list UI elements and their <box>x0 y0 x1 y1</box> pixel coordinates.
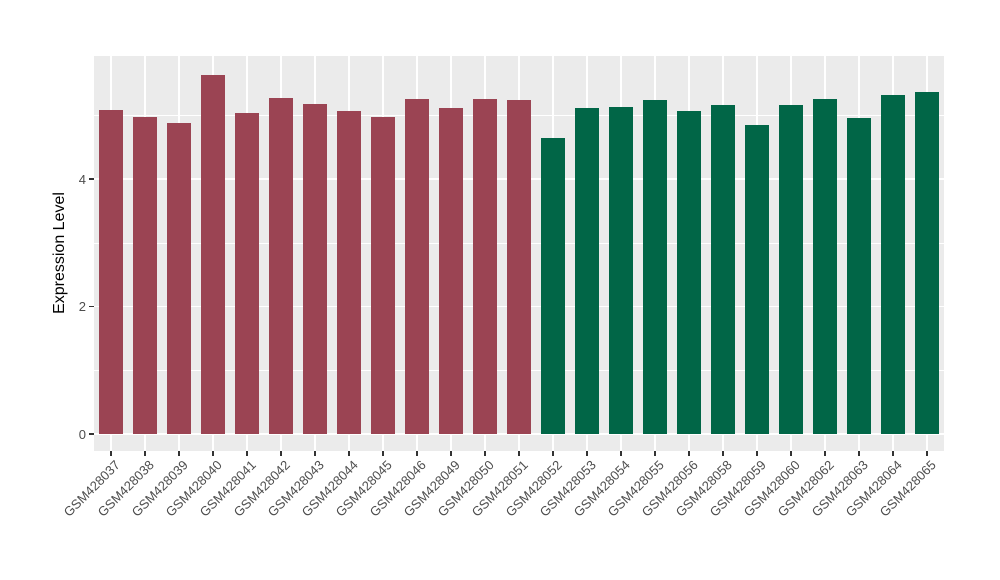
x-tick-mark-GSM428049 <box>450 451 452 456</box>
bar-GSM428040 <box>201 75 225 434</box>
x-tick-mark-GSM428046 <box>416 451 418 456</box>
x-tick-mark-GSM428042 <box>280 451 282 456</box>
x-tick-mark-GSM428038 <box>144 451 146 456</box>
bar-GSM428056 <box>677 110 701 434</box>
x-tick-mark-GSM428043 <box>314 451 316 456</box>
x-tick-mark-GSM428050 <box>484 451 486 456</box>
x-tick-mark-GSM428040 <box>212 451 214 456</box>
bar-GSM428053 <box>575 108 599 434</box>
bar-GSM428038 <box>133 116 157 434</box>
x-tick-mark-GSM428058 <box>722 451 724 456</box>
x-tick-mark-GSM428064 <box>892 451 894 456</box>
x-tick-mark-GSM428045 <box>382 451 384 456</box>
bar-GSM428052 <box>541 137 565 434</box>
y-tick-label-0: 0 <box>78 426 86 442</box>
bar-GSM428051 <box>507 99 531 434</box>
plot-panel <box>94 56 944 451</box>
bar-GSM428041 <box>235 113 259 434</box>
x-tick-mark-GSM428063 <box>858 451 860 456</box>
bar-GSM428059 <box>745 124 769 434</box>
bar-GSM428055 <box>643 99 667 434</box>
bar-GSM428042 <box>269 98 293 434</box>
x-tick-mark-GSM428037 <box>110 451 112 456</box>
y-tick-mark-4 <box>89 178 94 180</box>
y-tick-label-4: 4 <box>78 171 86 187</box>
x-tick-mark-GSM428059 <box>756 451 758 456</box>
y-tick-mark-2 <box>89 305 94 308</box>
x-tick-mark-GSM428053 <box>586 451 588 456</box>
x-tick-mark-GSM428060 <box>790 451 792 456</box>
bar-GSM428060 <box>779 105 803 434</box>
x-tick-mark-GSM428039 <box>178 451 180 456</box>
y-axis-title: Expression Level <box>51 192 68 314</box>
bar-GSM428058 <box>711 105 735 434</box>
bar-GSM428065 <box>915 91 939 434</box>
bar-GSM428049 <box>439 107 463 434</box>
x-tick-mark-GSM428056 <box>688 451 690 456</box>
bar-GSM428054 <box>609 106 633 434</box>
x-tick-mark-GSM428055 <box>654 451 656 456</box>
bar-GSM428046 <box>405 99 429 434</box>
x-tick-mark-GSM428065 <box>926 451 928 456</box>
y-tick-mark-0 <box>89 433 94 435</box>
x-tick-mark-GSM428062 <box>824 451 826 456</box>
x-tick-mark-GSM428052 <box>552 451 554 456</box>
bar-GSM428045 <box>371 117 395 434</box>
bar-GSM428044 <box>337 111 361 434</box>
x-tick-mark-GSM428051 <box>518 451 520 456</box>
bar-GSM428064 <box>881 95 905 434</box>
bar-GSM428043 <box>303 104 327 434</box>
bar-GSM428063 <box>847 118 871 434</box>
y-tick-label-2: 2 <box>78 299 86 314</box>
x-tick-mark-GSM428044 <box>348 451 350 456</box>
x-tick-mark-GSM428054 <box>620 451 622 456</box>
bar-GSM428062 <box>813 99 837 434</box>
bar-GSM428050 <box>473 98 497 434</box>
bar-GSM428037 <box>99 110 123 434</box>
bar-GSM428039 <box>167 122 191 434</box>
x-tick-mark-GSM428041 <box>246 451 248 456</box>
